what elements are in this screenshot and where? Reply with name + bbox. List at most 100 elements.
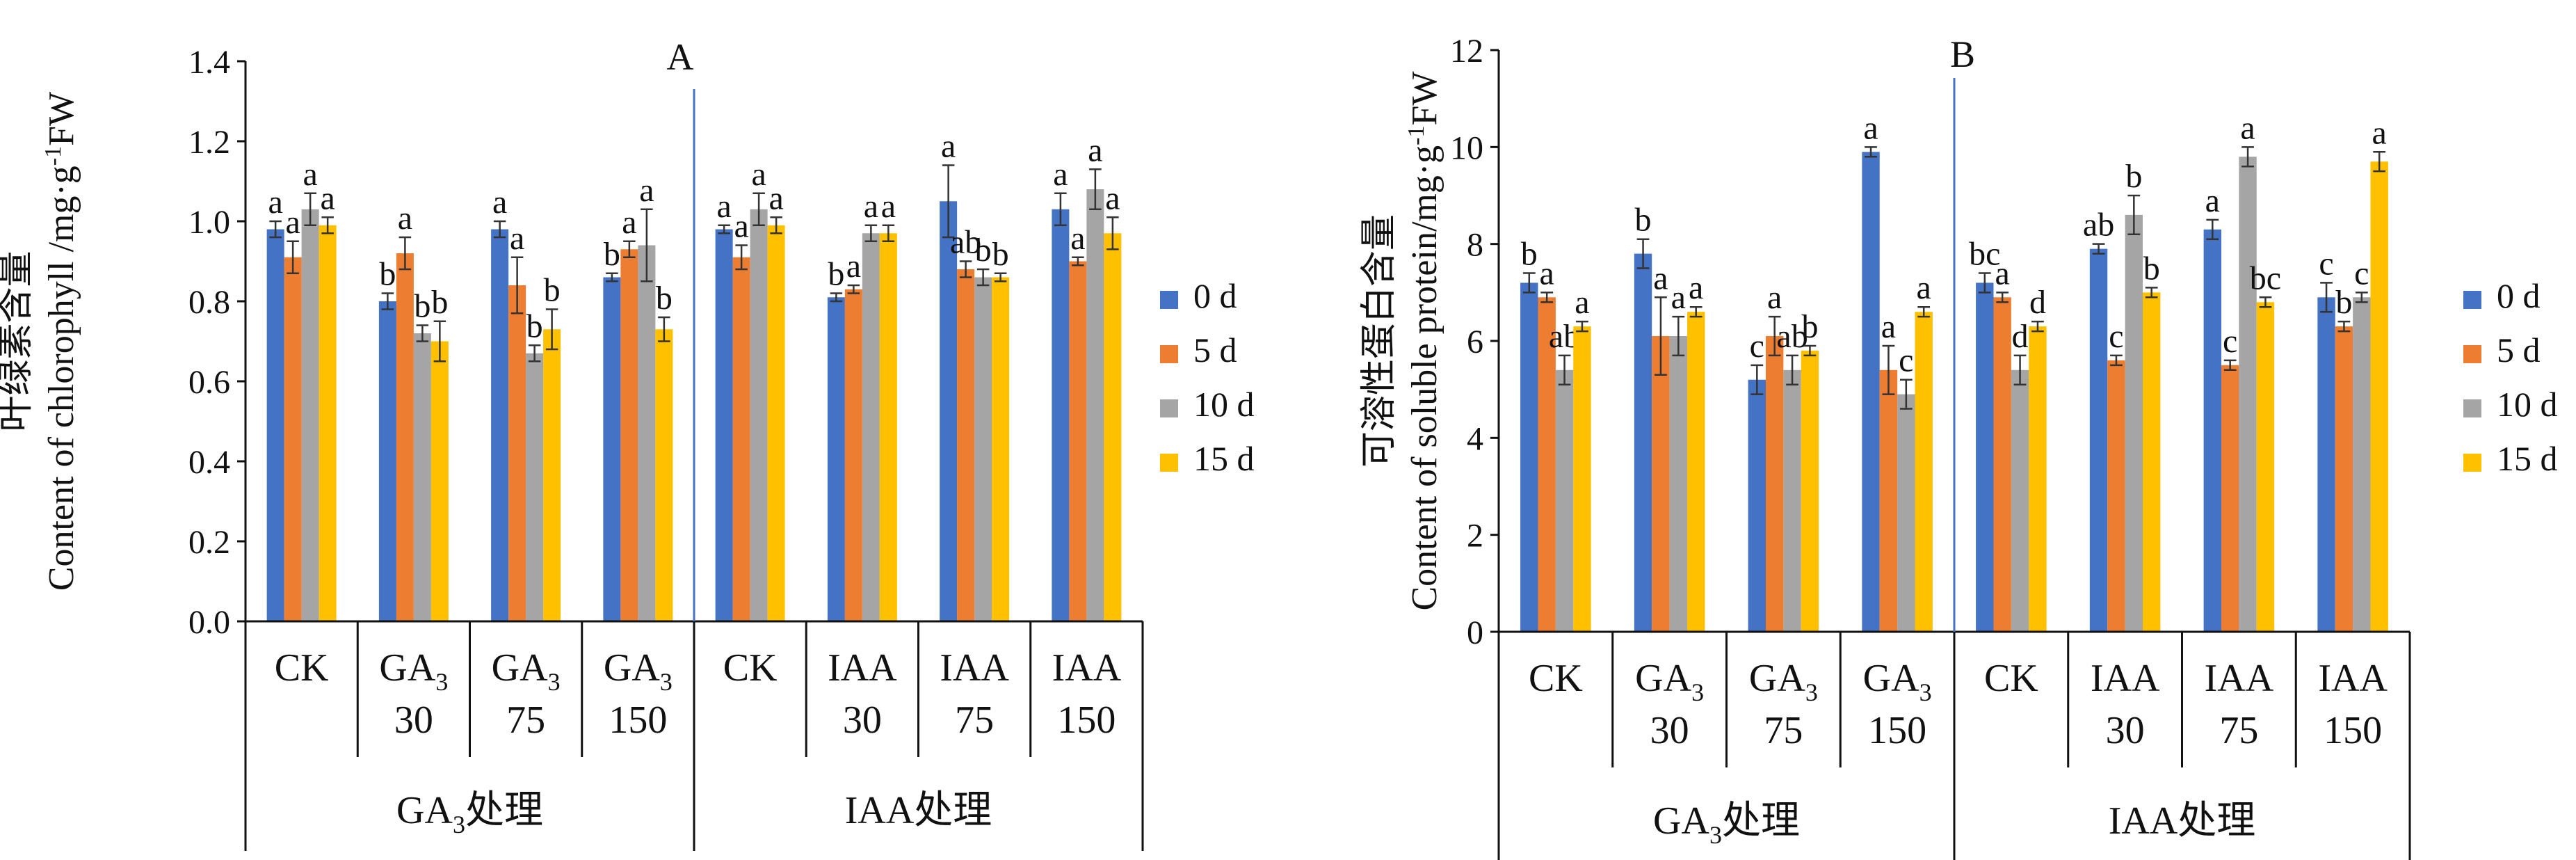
category-label-subscript: 3 — [435, 668, 448, 696]
group-label-subscript: 3 — [453, 811, 465, 838]
legend-swatch — [1160, 345, 1178, 363]
bar — [430, 341, 449, 621]
significance-letter: d — [2029, 284, 2046, 321]
bar — [1669, 336, 1688, 632]
significance-letter: a — [492, 184, 507, 221]
category-label-subscript: 3 — [660, 668, 673, 696]
y-tick-label: 10 — [1450, 129, 1483, 166]
bar — [1879, 369, 1898, 632]
bar — [732, 257, 750, 621]
bar — [319, 225, 337, 621]
category-label-main: CK — [275, 646, 329, 690]
bar — [715, 229, 733, 621]
bar — [750, 209, 768, 621]
legend-label: 15 d — [1193, 439, 1255, 478]
category-label-main: IAA — [828, 646, 897, 690]
legend-label: 0 d — [1193, 276, 1237, 315]
group-label: GA3处理 — [396, 789, 543, 838]
group-label-main: GA — [396, 789, 453, 832]
bar — [491, 229, 509, 621]
group-label-main: IAA处理 — [2109, 799, 2256, 843]
bar — [974, 277, 992, 621]
category-label-subscript: 3 — [548, 668, 561, 696]
bar — [1687, 312, 1705, 632]
significance-letter: b — [2335, 284, 2352, 321]
significance-letter: b — [604, 236, 620, 273]
category-label-main: IAA — [2318, 657, 2388, 700]
category-label: GA3 — [604, 646, 673, 696]
significance-letter: a — [1070, 220, 1085, 257]
bar — [2143, 292, 2161, 632]
significance-letter: a — [2240, 109, 2255, 146]
y-tick-label: 6 — [1467, 324, 1483, 360]
y-axis-label-unit: FW — [42, 92, 81, 146]
category-label-dose: 150 — [1057, 699, 1116, 742]
y-axis-label-main: Content of soluble protein/mg·g — [1405, 145, 1444, 611]
bar — [2353, 297, 2371, 632]
category-label: GA3 — [1863, 657, 1932, 706]
bar — [1104, 233, 1122, 621]
bar — [2011, 369, 2029, 632]
y-tick-label: 0.0 — [188, 604, 230, 641]
bar — [2221, 365, 2239, 632]
significance-letter: a — [1917, 269, 1931, 306]
bar — [2203, 229, 2221, 632]
significance-letter: b — [431, 284, 448, 321]
significance-letter: b — [1521, 235, 1538, 272]
bar — [2335, 326, 2353, 632]
y-tick-label: 2 — [1467, 518, 1483, 555]
significance-letter: a — [639, 172, 654, 209]
group-label-main: GA — [1653, 799, 1709, 843]
category-label-main: IAA — [2205, 657, 2274, 700]
significance-letter: c — [2223, 323, 2237, 360]
significance-letter: a — [716, 188, 731, 225]
significance-letter: a — [1881, 308, 1896, 345]
significance-letter: a — [268, 184, 282, 221]
legend-label: 10 d — [2497, 385, 2558, 424]
y-tick-label: 0.4 — [188, 444, 230, 481]
legend-label: 5 d — [1193, 331, 1237, 369]
bar — [1052, 209, 1070, 621]
significance-letter: b — [379, 256, 396, 293]
category-label-main: GA — [1635, 657, 1691, 700]
bar — [2239, 157, 2257, 632]
y-axis-label-en: Content of soluble protein/mg·g-1FW — [1403, 71, 1444, 610]
category-label-dose: 75 — [506, 699, 545, 742]
bar — [1783, 369, 1801, 632]
bar — [1748, 379, 1766, 632]
significance-letter: a — [768, 180, 783, 216]
significance-letter: a — [1671, 279, 1686, 316]
category-label-main: IAA — [1052, 646, 1122, 690]
bar — [1652, 336, 1670, 632]
bar — [2125, 214, 2143, 632]
group-label: GA3处理 — [1653, 799, 1800, 849]
significance-letter: c — [2109, 318, 2123, 355]
bar — [844, 289, 862, 621]
bar — [879, 233, 897, 621]
y-axis-label-superscript: -1 — [40, 146, 66, 166]
significance-letter: bc — [1969, 235, 2000, 272]
y-tick-label: 12 — [1450, 33, 1483, 70]
category-label: GA3 — [1635, 657, 1704, 706]
bar — [1897, 394, 1915, 632]
bar — [1573, 326, 1591, 632]
significance-letter: a — [1995, 255, 2010, 292]
significance-letter: b — [526, 308, 543, 344]
bar — [940, 201, 958, 621]
category-label-subscript: 3 — [1805, 678, 1818, 706]
category-label-main: CK — [1984, 657, 2038, 700]
legend-label: 10 d — [1193, 385, 1255, 424]
y-tick-label: 0.2 — [188, 524, 230, 561]
bar — [1538, 297, 1556, 632]
category-label: IAA — [828, 646, 897, 690]
significance-letter: b — [414, 288, 430, 325]
significance-letter: a — [1575, 284, 1589, 321]
bar — [543, 329, 561, 621]
significance-letter: a — [1689, 269, 1703, 306]
significance-letter: a — [2205, 182, 2220, 219]
significance-letter: a — [398, 200, 412, 237]
significance-letter: b — [656, 280, 673, 317]
category-label: IAA — [2091, 657, 2160, 700]
significance-letter: a — [2372, 114, 2387, 151]
